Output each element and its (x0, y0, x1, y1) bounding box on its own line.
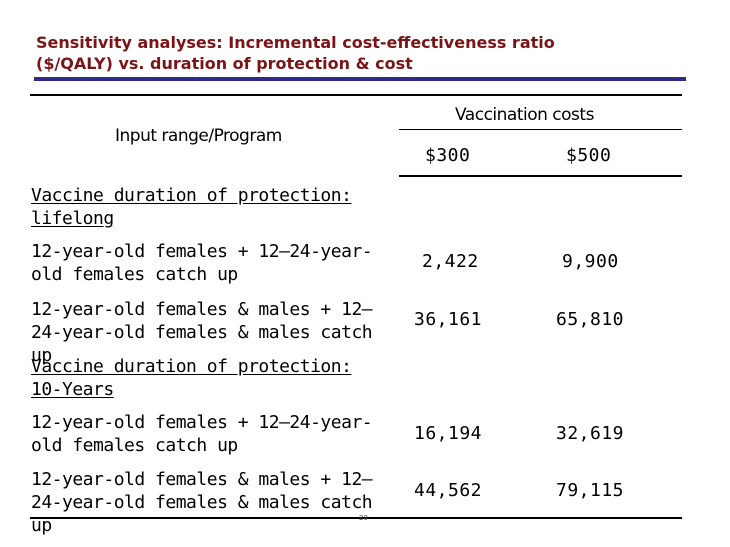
section-heading-10-years: Vaccine duration of protection: 10-Years (31, 356, 352, 400)
row-label: 12-year-old females + 12—24-year-old fem… (31, 241, 373, 285)
group-header: Vaccination costs (455, 105, 594, 125)
cell-value: 32,619 (556, 423, 625, 444)
cell-value: 44,562 (414, 480, 483, 501)
row-label: 12-year-old females + 12—24-year-old fem… (31, 412, 373, 456)
group-header-rule (399, 129, 682, 130)
column-header-300: $300 (425, 145, 471, 166)
table-bottom-rule (30, 517, 682, 519)
row-label-header: Input range/Program (115, 126, 282, 146)
column-header-rule (399, 175, 682, 177)
section-heading-lifelong: Vaccine duration of protection: lifelong (31, 185, 352, 229)
page-number: 20 (359, 514, 368, 522)
slide-title: Sensitivity analyses: Incremental cost-e… (36, 33, 555, 73)
column-header-500: $500 (566, 145, 612, 166)
cell-value: 16,194 (414, 423, 483, 444)
cell-value: 65,810 (556, 309, 625, 330)
row-label: 12-year-old females & males + 12—24-year… (31, 469, 373, 536)
row-label: 12-year-old females & males + 12—24-year… (31, 299, 373, 366)
cell-value: 2,422 (422, 251, 479, 272)
title-underline (34, 77, 686, 81)
table-top-rule (30, 94, 682, 96)
cell-value: 9,900 (562, 251, 619, 272)
cell-value: 79,115 (556, 480, 625, 501)
cell-value: 36,161 (414, 309, 483, 330)
